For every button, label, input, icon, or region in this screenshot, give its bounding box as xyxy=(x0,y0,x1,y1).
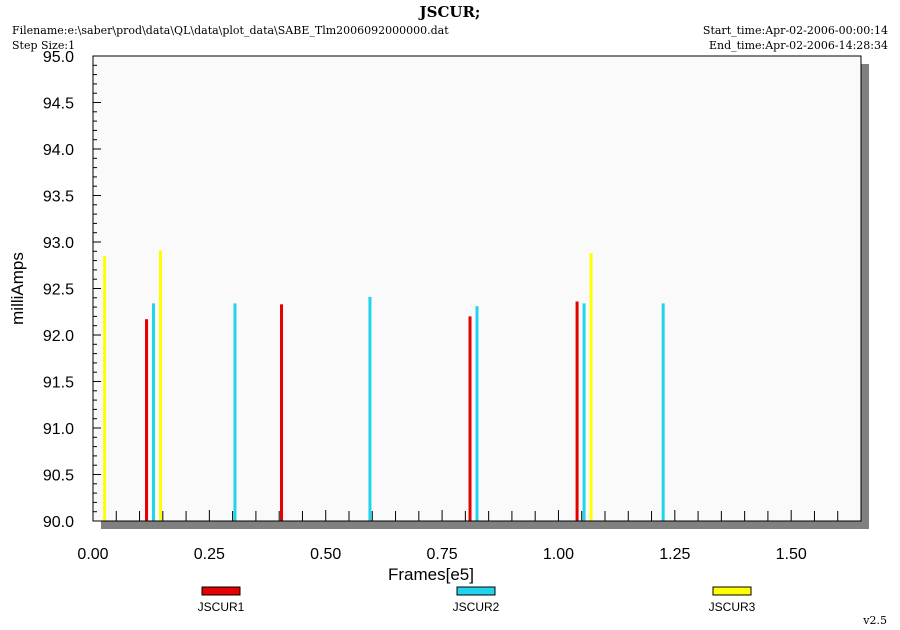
bar-jscur2-1 xyxy=(152,303,156,521)
x-tick-label: 1.00 xyxy=(543,546,574,563)
data-bars xyxy=(103,250,665,521)
x-tick-label: 0.00 xyxy=(77,546,108,563)
step-size-label: Step Size:1 xyxy=(12,39,76,52)
x-tick-label: 0.25 xyxy=(194,546,225,563)
y-tick-label: 94.5 xyxy=(43,96,74,113)
chart-title: JSCUR; xyxy=(419,3,481,21)
bar-jscur1-4 xyxy=(575,301,579,521)
bar-jscur3-1 xyxy=(103,255,107,521)
bar-jscur2-6 xyxy=(661,303,665,521)
y-tick-label: 93.5 xyxy=(43,189,74,206)
x-axis-title: Frames[e5] xyxy=(388,565,474,584)
legend-label-jscur1: JSCUR1 xyxy=(198,600,245,614)
y-tick-label: 90.5 xyxy=(43,468,74,485)
y-tick-label: 91.5 xyxy=(43,375,74,392)
x-tick-label: 0.50 xyxy=(310,546,341,563)
x-tick-label: 1.25 xyxy=(659,546,690,563)
legend-swatch-jscur3 xyxy=(712,586,752,596)
bar-jscur1-3 xyxy=(468,316,472,521)
legend-swatch-jscur1 xyxy=(201,586,241,596)
x-tick-label: 1.50 xyxy=(776,546,807,563)
bar-jscur3-2 xyxy=(158,250,162,521)
bar-jscur2-4 xyxy=(475,306,479,521)
x-tick-label: 0.75 xyxy=(427,546,458,563)
bar-jscur2-5 xyxy=(582,303,586,521)
bar-jscur2-3 xyxy=(368,296,372,521)
y-tick-label: 94.0 xyxy=(43,142,74,159)
bar-jscur3-3 xyxy=(589,253,593,521)
y-tick-label: 92.5 xyxy=(43,282,74,299)
y-tick-label: 90.0 xyxy=(43,514,74,531)
y-tick-label: 91.0 xyxy=(43,421,74,438)
y-tick-label: 93.0 xyxy=(43,235,74,252)
bar-jscur1-2 xyxy=(280,304,284,521)
axes: 90.0 90.5 91.0 91.5 92.0 92.5 93.0 93.5 94.0 94.5… xyxy=(43,49,861,563)
end-time-label: End_time:Apr-02-2006-14:28:34 xyxy=(708,39,888,52)
y-tick-label: 92.0 xyxy=(43,328,74,345)
legend-swatch-jscur2 xyxy=(456,586,496,596)
bar-jscur2-2 xyxy=(233,303,237,521)
y-tick-label: 95.0 xyxy=(43,49,74,66)
y-axis-title: milliAmps xyxy=(8,252,27,325)
legend-label-jscur3: JSCUR3 xyxy=(709,600,756,614)
start-time-label: Start_time:Apr-02-2006-00:00:14 xyxy=(702,24,888,37)
filename-label: Filename:e:\saber\prod\data\QL\data\plot… xyxy=(12,24,449,37)
bar-jscur1-1 xyxy=(145,319,149,521)
legend: JSCUR1 JSCUR2 JSCUR3 xyxy=(198,586,756,614)
version-label: v2.5 xyxy=(863,614,887,627)
legend-label-jscur2: JSCUR2 xyxy=(453,600,500,614)
